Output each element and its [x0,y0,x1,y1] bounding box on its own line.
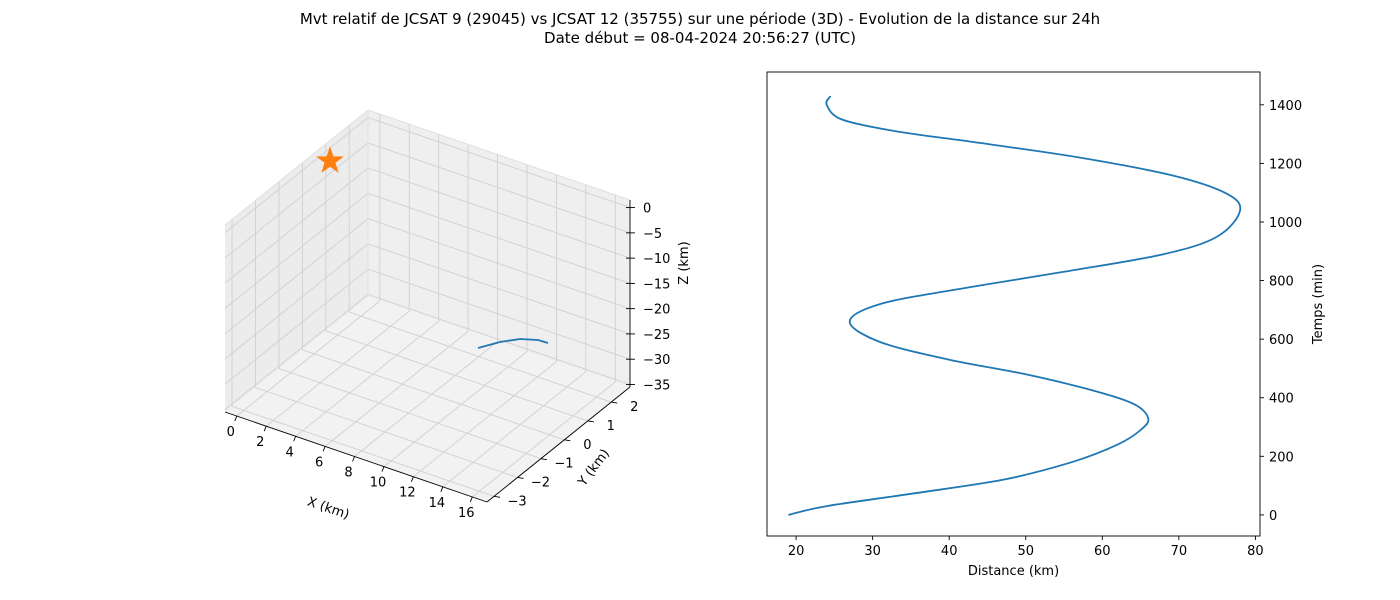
grid-line-x [295,134,440,437]
plot-frame [766,71,1261,537]
y-tick [587,420,594,423]
z-tick-label: −5 [643,227,662,242]
z-tick-label: −30 [643,353,670,368]
x-tick [410,476,414,482]
x-tick-label: 6 [315,455,323,470]
x-tick [263,425,267,432]
x-tick [381,466,385,472]
x-tick [322,446,326,452]
title-line-1: Mvt relatif de JCSAT 9 (29045) vs JCSAT … [299,10,1101,28]
y-tick-label: 400 [1269,392,1294,407]
x-tick-label: 30 [864,544,881,559]
z-tick-label: −25 [643,328,670,343]
z-tick-label: −15 [643,277,670,292]
y-tick-label: 0 [583,438,591,453]
y-tick-label: 2 [630,400,638,415]
x-axis-line [224,411,488,503]
x-tick [234,415,238,422]
x-tick-label: 8 [344,465,352,480]
floor-pane [225,297,630,502]
x-tick-label: 20 [788,544,805,559]
grid-line-x [413,174,557,478]
z-tick-label: −35 [643,378,670,393]
grid-line-y [231,219,495,497]
x-tick-label: 0 [227,425,235,440]
x-tick-label: 2 [256,435,264,450]
y-tick-label: 1 [607,419,615,434]
y-tick-label: −3 [507,494,526,509]
grid-line-y [301,162,565,441]
y-tick-label: 1000 [1269,216,1302,231]
title-line-2: Date début = 08-04-2024 20:56:27 (UTC) [544,29,856,47]
y-tick-label: 1200 [1269,157,1302,172]
y-tick-label: 0 [1269,509,1277,524]
y-tick-label: 200 [1269,450,1294,465]
y-tick [540,458,547,461]
x-tick-label: 12 [399,486,416,501]
y-axis-line [486,386,631,503]
grid-line-x [324,144,469,447]
grid-line-x [265,124,410,427]
grid-line-x [236,114,381,417]
grid-line-y [278,181,542,460]
grid-line-x [354,154,498,457]
x-tick-label: 40 [941,544,958,559]
x-tick-label: 4 [286,445,294,460]
y-tick-label: 600 [1269,333,1294,348]
star-marker [315,146,345,173]
grid-line-x [472,194,616,498]
x-tick [352,456,355,462]
x-tick [440,486,444,492]
y-tick [564,439,571,442]
x-tick-label: 80 [1247,544,1264,559]
grid-line-y [325,143,588,422]
y-tick-label: 1400 [1269,99,1302,114]
x-tick-label: 10 [370,476,387,491]
distance-curve [788,95,1242,516]
z-axis-label: Z (km) [677,241,692,284]
x-tick-label: 70 [1171,544,1188,559]
z-tick-label: −20 [643,303,670,318]
y-tick-label: 800 [1269,275,1294,290]
y-tick [611,401,618,404]
y-tick [493,495,501,498]
x-tick-label: 14 [429,496,446,511]
x-tick [293,436,297,442]
y-tick [517,477,524,479]
x-tick-label: 16 [458,506,475,521]
x-tick [469,496,473,503]
grid-line-y [255,200,518,478]
grid-line-y [348,125,612,403]
trajectory-line [477,338,549,349]
left-wall-pane [225,110,368,412]
y-axis-label: Temps (min) [1311,264,1326,345]
y-tick-label: −2 [531,475,550,490]
y-tick-label: −1 [554,457,573,472]
grid-line-x [442,184,587,488]
x-tick-label: 60 [1094,544,1111,559]
x-axis-label: Distance (km) [968,564,1059,579]
back-wall-pane [368,110,630,387]
z-tick-label: −10 [643,252,670,267]
figure-title: Mvt relatif de JCSAT 9 (29045) vs JCSAT … [0,10,1400,48]
grid-line-x [383,164,528,467]
z-tick-label: 0 [643,202,651,217]
x-tick-label: 50 [1017,544,1034,559]
